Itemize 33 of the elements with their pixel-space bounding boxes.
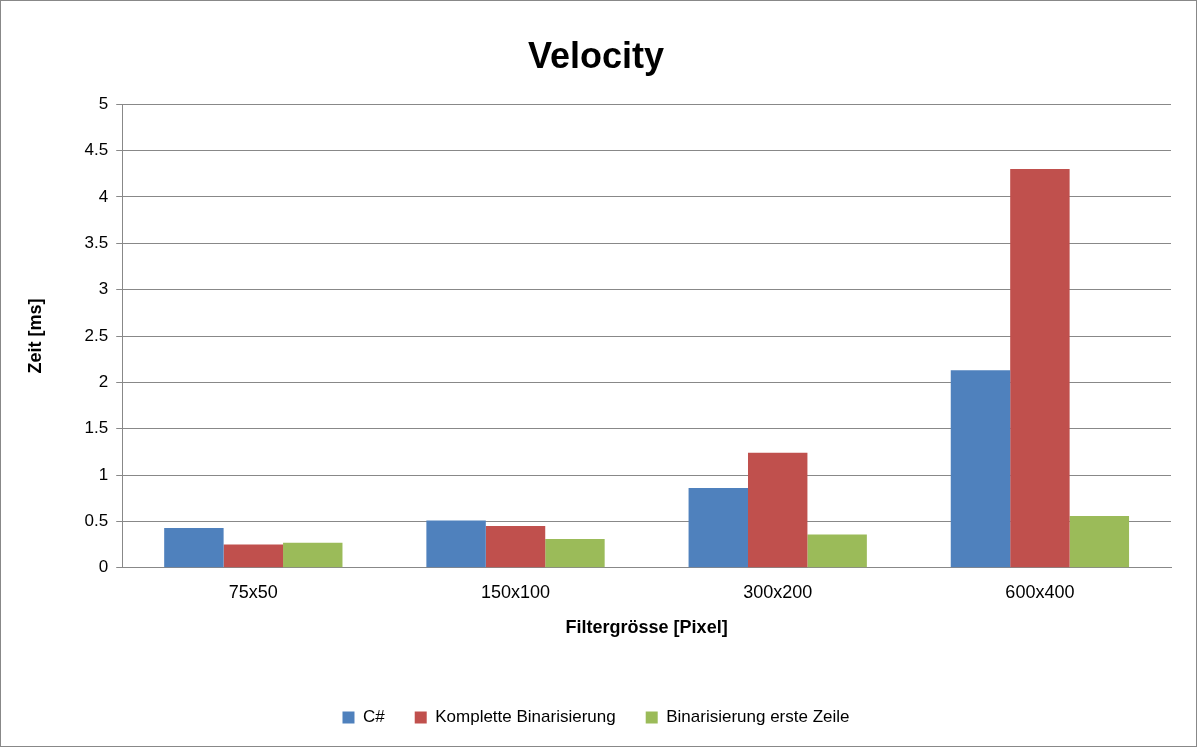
bar — [950, 370, 1011, 568]
x-tick-label: 150x100 — [480, 581, 551, 602]
y-tick-label: 4.5 — [84, 140, 109, 160]
bar — [283, 542, 343, 568]
bar — [426, 520, 486, 568]
bar — [164, 527, 224, 568]
bar — [1069, 515, 1130, 568]
bar — [223, 544, 284, 568]
y-tick-label: 2.5 — [84, 325, 109, 345]
bar — [807, 534, 867, 568]
chart-title: Velocity — [527, 34, 665, 76]
bar — [1010, 169, 1070, 568]
y-tick-label: 5 — [98, 93, 109, 113]
legend-label: Komplette Binarisierung — [435, 707, 616, 727]
y-tick-label: 1.5 — [84, 418, 109, 438]
y-axis-title: Zeit [ms] — [24, 298, 45, 374]
y-tick-label: 3.5 — [84, 232, 109, 252]
x-axis-title: Filtergrösse [Pixel] — [565, 617, 728, 638]
y-tick-label: 0.5 — [84, 511, 109, 531]
bar — [485, 526, 546, 568]
y-tick-label: 1 — [98, 464, 109, 484]
x-tick-label: 75x50 — [228, 581, 278, 602]
y-tick-label: 0 — [98, 557, 109, 577]
bar — [748, 452, 808, 568]
y-tick-label: 4 — [98, 186, 109, 206]
y-tick-label: 3 — [98, 279, 109, 299]
legend-label: Binarisierung erste Zeile — [666, 707, 850, 727]
x-tick-label: 300x200 — [743, 581, 813, 602]
legend-label: C# — [362, 707, 386, 727]
bar — [545, 539, 605, 568]
bar — [688, 488, 748, 568]
x-tick-label: 600x400 — [1005, 581, 1075, 602]
y-tick-label: 2 — [98, 372, 109, 392]
